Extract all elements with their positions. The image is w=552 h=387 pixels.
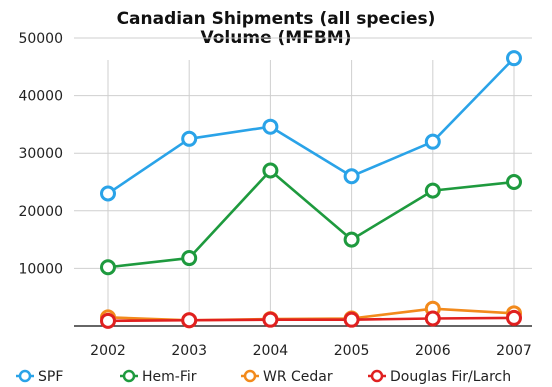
legend-item: Hem-Fir bbox=[120, 369, 197, 385]
y-tick-label: 50000 bbox=[18, 31, 63, 47]
data-point bbox=[100, 259, 116, 276]
data-point bbox=[262, 162, 279, 179]
y-tick-label: 10000 bbox=[18, 261, 63, 277]
gridlines bbox=[74, 37, 532, 326]
legend-label: WR Cedar bbox=[263, 369, 333, 385]
series-spf bbox=[100, 50, 522, 202]
legend-marker bbox=[122, 369, 136, 383]
series-line bbox=[107, 316, 515, 323]
data-point bbox=[181, 312, 198, 329]
y-tick-label: 20000 bbox=[18, 204, 63, 220]
series-douglas-fir-larch bbox=[100, 309, 522, 329]
legend-marker bbox=[18, 369, 32, 383]
x-tick-label: 2005 bbox=[334, 343, 370, 359]
series-hem-fir bbox=[100, 162, 522, 276]
x-tick-labels: 2002 2003 2004 2005 2006 2007 bbox=[90, 343, 532, 359]
y-tick-labels: 10000 20000 30000 40000 50000 bbox=[18, 31, 63, 277]
data-point bbox=[424, 133, 441, 150]
data-point bbox=[506, 174, 522, 190]
x-tick-label: 2006 bbox=[415, 343, 451, 359]
legend-item: SPF bbox=[16, 369, 63, 385]
data-point bbox=[424, 310, 441, 327]
data-point bbox=[100, 312, 116, 329]
x-tick-label: 2007 bbox=[496, 343, 532, 359]
legend-label: SPF bbox=[38, 369, 63, 385]
legend-label: Hem-Fir bbox=[142, 369, 197, 385]
legend-marker bbox=[370, 369, 384, 383]
data-point bbox=[343, 231, 360, 248]
chart-title: Canadian Shipments (all species) bbox=[117, 9, 436, 29]
data-point bbox=[181, 250, 198, 267]
x-tick-label: 2002 bbox=[90, 343, 126, 359]
data-point bbox=[262, 311, 279, 328]
data-point bbox=[181, 130, 198, 147]
data-point bbox=[343, 168, 360, 185]
x-tick-label: 2004 bbox=[253, 343, 289, 359]
data-point bbox=[424, 182, 441, 199]
data-point bbox=[100, 185, 116, 202]
data-point bbox=[343, 311, 360, 328]
series-wr-cedar bbox=[100, 300, 522, 329]
series-lines bbox=[100, 50, 522, 329]
legend-item: Douglas Fir/Larch bbox=[368, 369, 511, 385]
y-tick-label: 30000 bbox=[18, 146, 63, 162]
series-line bbox=[107, 169, 515, 269]
x-tick-label: 2003 bbox=[171, 343, 207, 359]
legend-item: WR Cedar bbox=[241, 369, 333, 385]
legend-label: Douglas Fir/Larch bbox=[390, 369, 511, 385]
data-point bbox=[262, 118, 279, 135]
legend-marker bbox=[243, 369, 257, 383]
y-tick-label: 40000 bbox=[18, 89, 63, 105]
data-point bbox=[506, 309, 522, 326]
series-line bbox=[107, 57, 515, 195]
data-point bbox=[506, 50, 522, 67]
legend: SPF Hem-Fir WR Cedar Douglas Fir/Larch bbox=[16, 369, 511, 385]
